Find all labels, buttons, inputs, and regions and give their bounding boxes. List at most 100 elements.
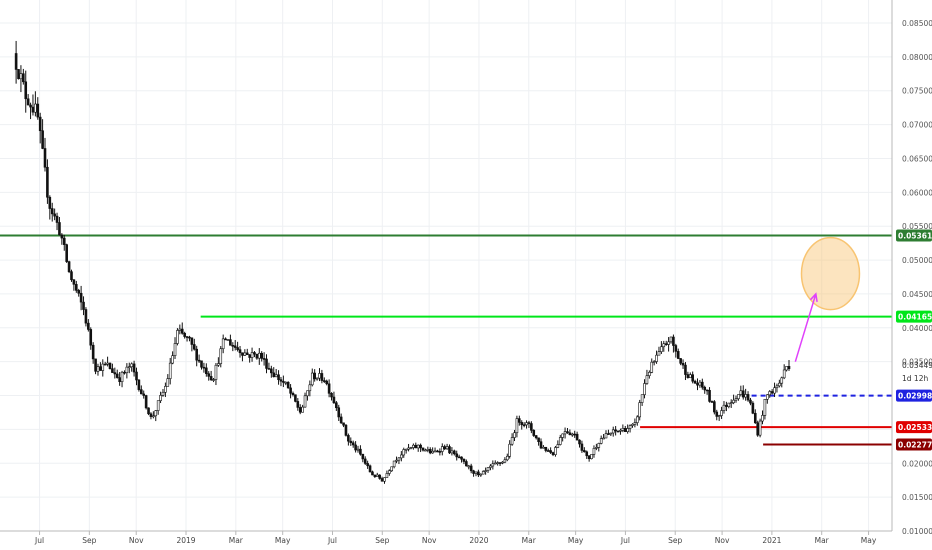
- candle-body: [272, 372, 276, 378]
- candle-body: [477, 471, 480, 476]
- candle-body: [407, 447, 410, 450]
- candle-body: [465, 461, 468, 467]
- candle-body: [412, 444, 415, 448]
- candle-body: [515, 418, 519, 434]
- candle-body: [648, 372, 651, 376]
- time-axis: Jul Sep Nov 2019 Mar May Jul Sep Nov 2020 Mar May Ju…: [34, 531, 877, 545]
- level-price-label: 0.053618: [898, 232, 932, 241]
- candle-body: [149, 413, 153, 417]
- candle-body: [274, 374, 278, 378]
- projection-arrowhead: [809, 292, 818, 302]
- candle-body: [373, 474, 377, 477]
- candle-body: [650, 361, 654, 373]
- candle-body: [753, 412, 757, 424]
- candle-body: [171, 355, 174, 364]
- candle-body: [161, 391, 165, 396]
- level-price-tag: [896, 229, 932, 242]
- candle-body: [440, 446, 444, 452]
- candle-body: [188, 336, 191, 339]
- candle-body: [443, 446, 446, 450]
- candle-body: [229, 339, 232, 346]
- candle-body: [426, 449, 430, 451]
- candle-body: [159, 395, 162, 401]
- candle-body: [493, 462, 497, 465]
- candle-body: [140, 389, 143, 395]
- candle-body: [768, 391, 772, 396]
- candle-body: [561, 433, 564, 438]
- candle-body: [79, 292, 83, 303]
- candle-body: [233, 345, 237, 348]
- candle-body: [301, 406, 304, 413]
- candle-body: [36, 103, 40, 118]
- candle-body: [130, 363, 133, 368]
- candle-body: [445, 446, 449, 450]
- candle-body: [137, 379, 141, 390]
- candle-body: [633, 422, 637, 425]
- candle-body: [568, 432, 572, 435]
- candle-body: [693, 380, 697, 384]
- candle-body: [773, 387, 776, 394]
- candle-body: [508, 443, 511, 457]
- candle-body: [118, 377, 121, 383]
- candle-body: [756, 422, 759, 436]
- candle-body: [371, 471, 374, 476]
- candle-body: [436, 450, 439, 453]
- candle-body: [655, 354, 658, 362]
- candle-body: [84, 309, 88, 324]
- candle-body: [306, 390, 309, 397]
- candle-body: [349, 440, 353, 444]
- candle-body: [688, 374, 692, 378]
- candle-body: [142, 393, 146, 396]
- candle-body: [460, 456, 463, 460]
- candle-body: [479, 473, 483, 476]
- candle-body: [392, 460, 396, 468]
- x-tick-label: Mar: [815, 536, 830, 545]
- candle-body: [363, 458, 367, 464]
- candle-body: [609, 432, 613, 435]
- candle-body: [551, 452, 555, 455]
- candle-body: [566, 431, 569, 434]
- candle-body: [375, 474, 379, 477]
- candle-body: [337, 407, 341, 418]
- candle-body: [626, 428, 629, 432]
- candle-body: [325, 380, 329, 385]
- candle-body: [631, 423, 634, 426]
- x-tick-label: Nov: [715, 536, 730, 545]
- candle-body: [366, 463, 369, 467]
- candle-body: [89, 329, 93, 346]
- candle-body: [474, 471, 478, 474]
- candle-body: [722, 404, 726, 411]
- candle-body: [457, 456, 461, 459]
- candle-body: [573, 433, 577, 436]
- level-price-tag: [896, 389, 932, 402]
- countdown-label: 1d 12h: [902, 374, 928, 383]
- candle-body: [400, 454, 403, 459]
- candle-body: [763, 398, 767, 416]
- candle-body: [775, 385, 779, 389]
- candle-body: [681, 363, 685, 366]
- candle-body: [243, 352, 247, 356]
- candle-body: [578, 439, 581, 445]
- candle-body: [296, 401, 300, 408]
- candle-body: [318, 373, 321, 379]
- candle-body: [253, 352, 256, 355]
- candle-body: [166, 378, 170, 387]
- candle-body: [758, 420, 762, 436]
- candle-body: [34, 103, 37, 113]
- candle-body: [518, 418, 521, 423]
- candle-body: [484, 470, 487, 472]
- candle-body: [597, 443, 601, 448]
- candle-body: [727, 402, 731, 407]
- candle-body: [202, 366, 206, 369]
- candle-body: [265, 358, 268, 369]
- candle-body: [717, 415, 721, 417]
- x-tick-label: Jul: [34, 536, 44, 545]
- candle-body: [390, 466, 394, 472]
- candle-body: [224, 338, 227, 341]
